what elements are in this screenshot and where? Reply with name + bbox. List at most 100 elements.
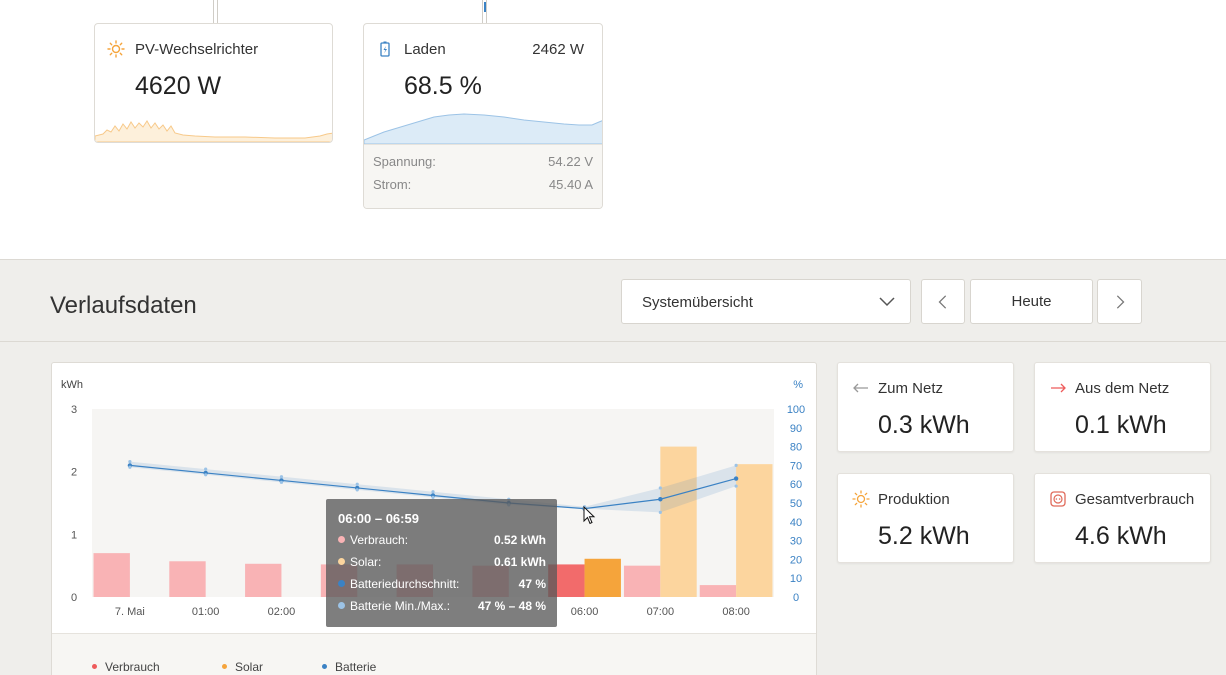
stat-value: 0.3 kWh <box>878 411 970 439</box>
connector-line <box>486 0 487 23</box>
current-value: 45.40 A <box>548 177 593 192</box>
battery-soc: 68.5 % <box>404 72 482 100</box>
y2-tick-label: 90 <box>790 423 802 435</box>
battery-details: Spannung: 54.22 V Strom: 45.40 A <box>364 144 602 208</box>
stat-value: 5.2 kWh <box>878 522 970 550</box>
stat-title: Produktion <box>878 491 950 508</box>
y2-tick-label: 40 <box>790 517 802 529</box>
x-tick-label: 07:00 <box>647 606 675 618</box>
chevron-left-icon <box>938 295 947 309</box>
system-overview: PV-Wechselrichter 4620 W Laden 2462 W 68… <box>0 0 1226 260</box>
stat-title: Aus dem Netz <box>1075 380 1170 397</box>
battery-point <box>658 497 663 502</box>
y2-tick-label: 70 <box>790 460 802 472</box>
battery-max-point <box>658 486 662 490</box>
bar-solar <box>584 558 621 597</box>
battery-max-point <box>279 475 284 479</box>
battery-point <box>733 476 739 481</box>
y2-tick-label: 10 <box>790 573 802 585</box>
stat-title: Gesamtverbrauch <box>1075 491 1195 508</box>
battery-max-point <box>128 460 132 464</box>
y2-tick-label: 80 <box>790 442 802 454</box>
x-tick-label: 02:00 <box>268 606 296 618</box>
inverter-sparkline <box>95 120 332 142</box>
current-label: Strom: <box>373 177 412 192</box>
battery-min-point <box>204 473 208 477</box>
next-day-button[interactable] <box>1097 279 1142 324</box>
y-tick-label: 0 <box>71 592 77 604</box>
battery-power: 2462 W <box>532 41 584 58</box>
view-select-value: Systemübersicht <box>642 294 753 311</box>
x-tick-label: 06:00 <box>571 606 599 618</box>
y-tick-label: 2 <box>71 467 77 479</box>
y-tick-label: 1 <box>71 529 77 541</box>
voltage-row: Spannung: 54.22 V <box>373 154 593 169</box>
x-tick-label: 01:00 <box>192 606 220 618</box>
battery-max-point <box>355 482 359 486</box>
tooltip-row-battery-minmax: Batterie Min./Max.: 47 % – 48 % <box>338 599 546 615</box>
battery-min-point <box>355 488 359 492</box>
previous-day-button[interactable] <box>921 279 965 324</box>
sun-icon <box>852 490 870 508</box>
stat-total-consumption: Gesamtverbrauch 4.6 kWh <box>1034 473 1211 563</box>
stat-from-grid: Aus dem Netz 0.1 kWh <box>1034 362 1211 452</box>
stat-value: 4.6 kWh <box>1075 522 1167 550</box>
today-button[interactable]: Heute <box>970 279 1093 324</box>
voltage-label: Spannung: <box>373 154 436 169</box>
history-title: Verlaufsdaten <box>50 292 197 319</box>
bar-solar <box>736 464 773 597</box>
chart-tooltip: 06:00 – 06:59 Verbrauch: 0.52 kWh Solar:… <box>326 499 557 627</box>
tooltip-time: 06:00 – 06:59 <box>338 511 419 526</box>
tooltip-row-battery-avg: Batteriedurchschnitt: 47 % <box>338 577 546 593</box>
bar-solar <box>660 446 697 597</box>
history-section: Verlaufsdaten Systemübersicht Heute kWh%… <box>0 259 1226 675</box>
stat-to-grid: Zum Netz 0.3 kWh <box>837 362 1014 452</box>
inverter-title: PV-Wechselrichter <box>135 41 259 58</box>
sun-icon <box>107 40 125 58</box>
left-axis-label: kWh <box>61 379 83 391</box>
y2-tick-label: 50 <box>790 498 802 510</box>
battery-max-point <box>734 463 738 467</box>
bar-consumption <box>623 565 661 597</box>
legend-item-consumption[interactable]: Verbrauch <box>92 660 160 674</box>
x-tick-label: 08:00 <box>722 606 750 618</box>
y2-tick-label: 60 <box>790 479 802 491</box>
y2-tick-label: 0 <box>793 592 799 604</box>
bar-consumption <box>93 553 130 597</box>
battery-max-point <box>431 490 435 494</box>
connector-line <box>217 0 218 23</box>
bar-consumption <box>699 585 737 597</box>
chart-legend: Verbrauch Solar Batterie <box>52 633 816 675</box>
battery-title: Laden <box>404 41 446 58</box>
y-tick-label: 3 <box>71 404 77 416</box>
battery-min-point <box>431 495 435 499</box>
battery-sparkline <box>364 113 602 144</box>
connector-line <box>213 0 214 23</box>
x-tick-label: 7. Mai <box>115 606 145 618</box>
tooltip-row-consumption: Verbrauch: 0.52 kWh <box>338 533 546 549</box>
battery-charging-icon <box>380 41 390 57</box>
arrow-left-icon <box>853 383 868 393</box>
chevron-right-icon <box>1116 295 1124 309</box>
battery-min-point <box>658 510 662 514</box>
view-select[interactable]: Systemübersicht <box>621 279 911 324</box>
bar-consumption <box>169 561 206 597</box>
tooltip-row-solar: Solar: 0.61 kWh <box>338 555 546 571</box>
inverter-card[interactable]: PV-Wechselrichter 4620 W <box>94 23 333 143</box>
battery-min-point <box>128 465 132 469</box>
stat-title: Zum Netz <box>878 380 944 397</box>
y2-tick-label: 30 <box>790 536 802 548</box>
legend-item-solar[interactable]: Solar <box>222 660 263 674</box>
right-axis-label: % <box>793 379 803 391</box>
connector-line <box>482 0 483 23</box>
bar-consumption <box>245 563 282 597</box>
outlet-icon <box>1050 491 1066 507</box>
legend-item-battery[interactable]: Batterie <box>322 660 376 674</box>
battery-min-point <box>734 484 738 488</box>
chevron-down-icon <box>879 297 895 307</box>
y2-tick-label: 100 <box>787 404 805 416</box>
battery-card[interactable]: Laden 2462 W 68.5 % Spannung: 54.22 V St… <box>363 23 603 209</box>
battery-max-point <box>204 467 208 471</box>
arrow-right-icon <box>1051 383 1066 393</box>
voltage-value: 54.22 V <box>548 154 593 169</box>
